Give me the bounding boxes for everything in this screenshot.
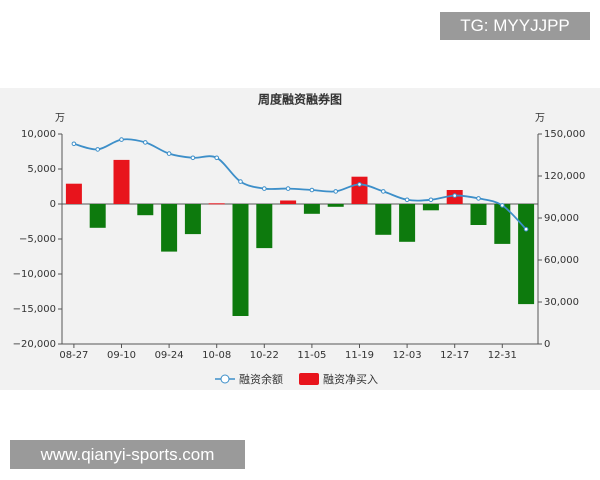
line-point [95, 147, 100, 152]
bar [518, 204, 535, 305]
y2-tick-label: 30,000 [544, 297, 579, 308]
y2-tick-label: 90,000 [544, 213, 579, 224]
watermark-bottom: www.qianyi-sports.com [10, 440, 245, 469]
bar [208, 203, 225, 205]
line-point [500, 203, 505, 208]
y-tick-label: 10,000 [21, 129, 56, 140]
line-point [214, 155, 219, 161]
y-tick-label: 5,000 [27, 164, 56, 175]
bar [232, 204, 249, 316]
y2-tick-label: 60,000 [544, 255, 579, 266]
line-point [428, 197, 434, 203]
bar [137, 204, 154, 216]
y-axis-label: 万 [55, 113, 65, 124]
legend-marker [220, 374, 230, 384]
bar [375, 204, 392, 235]
line-point [190, 155, 196, 161]
x-tick-label: 10-22 [250, 350, 279, 361]
line-point [119, 137, 124, 142]
bar [256, 204, 273, 249]
y2-axis-label: 万 [535, 113, 545, 124]
bar [399, 204, 416, 242]
line-point [71, 141, 77, 147]
line-point [357, 182, 362, 187]
line-point [309, 187, 315, 193]
x-tick-label: 11-19 [345, 350, 374, 361]
bar [351, 176, 368, 204]
bar [113, 159, 130, 204]
legend-swatch [299, 373, 319, 385]
bar [65, 183, 82, 204]
bar [161, 204, 178, 252]
legend-label: 融资净买入 [323, 372, 378, 386]
line-point [262, 186, 267, 191]
line-point [476, 196, 481, 201]
y-tick-label: −15,000 [13, 304, 56, 315]
y-tick-label: −5,000 [19, 234, 56, 245]
line-point [285, 186, 291, 191]
x-tick-label: 08-27 [59, 350, 88, 361]
watermark-top: TG: MYYJJPP [440, 12, 590, 40]
bar [470, 204, 487, 225]
x-tick-label: 10-08 [202, 350, 231, 361]
bar [422, 204, 439, 211]
x-tick-label: 11-05 [297, 350, 326, 361]
bar [303, 204, 320, 214]
line-point [404, 197, 410, 203]
line-point [238, 179, 243, 184]
bar [280, 200, 297, 204]
y2-tick-label: 150,000 [544, 129, 585, 140]
x-tick-label: 09-10 [107, 350, 136, 361]
x-tick-label: 12-17 [440, 350, 469, 361]
line-point [523, 226, 529, 232]
line-point [143, 140, 148, 145]
line-point [166, 151, 172, 156]
x-tick-label: 12-31 [488, 350, 517, 361]
line-point [452, 193, 458, 198]
y2-tick-label: 120,000 [544, 171, 585, 182]
y-tick-label: −20,000 [13, 339, 56, 350]
bar [89, 204, 106, 228]
chart-title: 周度融资融券图 [258, 92, 342, 107]
y-tick-label: −10,000 [13, 269, 56, 280]
y-tick-label: 0 [50, 199, 56, 210]
line-point [381, 189, 386, 194]
line-point [333, 189, 339, 194]
x-tick-label: 12-03 [393, 350, 422, 361]
legend-label: 融资余额 [239, 372, 283, 386]
x-tick-label: 09-24 [155, 350, 184, 361]
bar [327, 204, 344, 207]
bar [184, 204, 201, 235]
y2-tick-label: 0 [544, 339, 550, 350]
bar [494, 204, 511, 244]
